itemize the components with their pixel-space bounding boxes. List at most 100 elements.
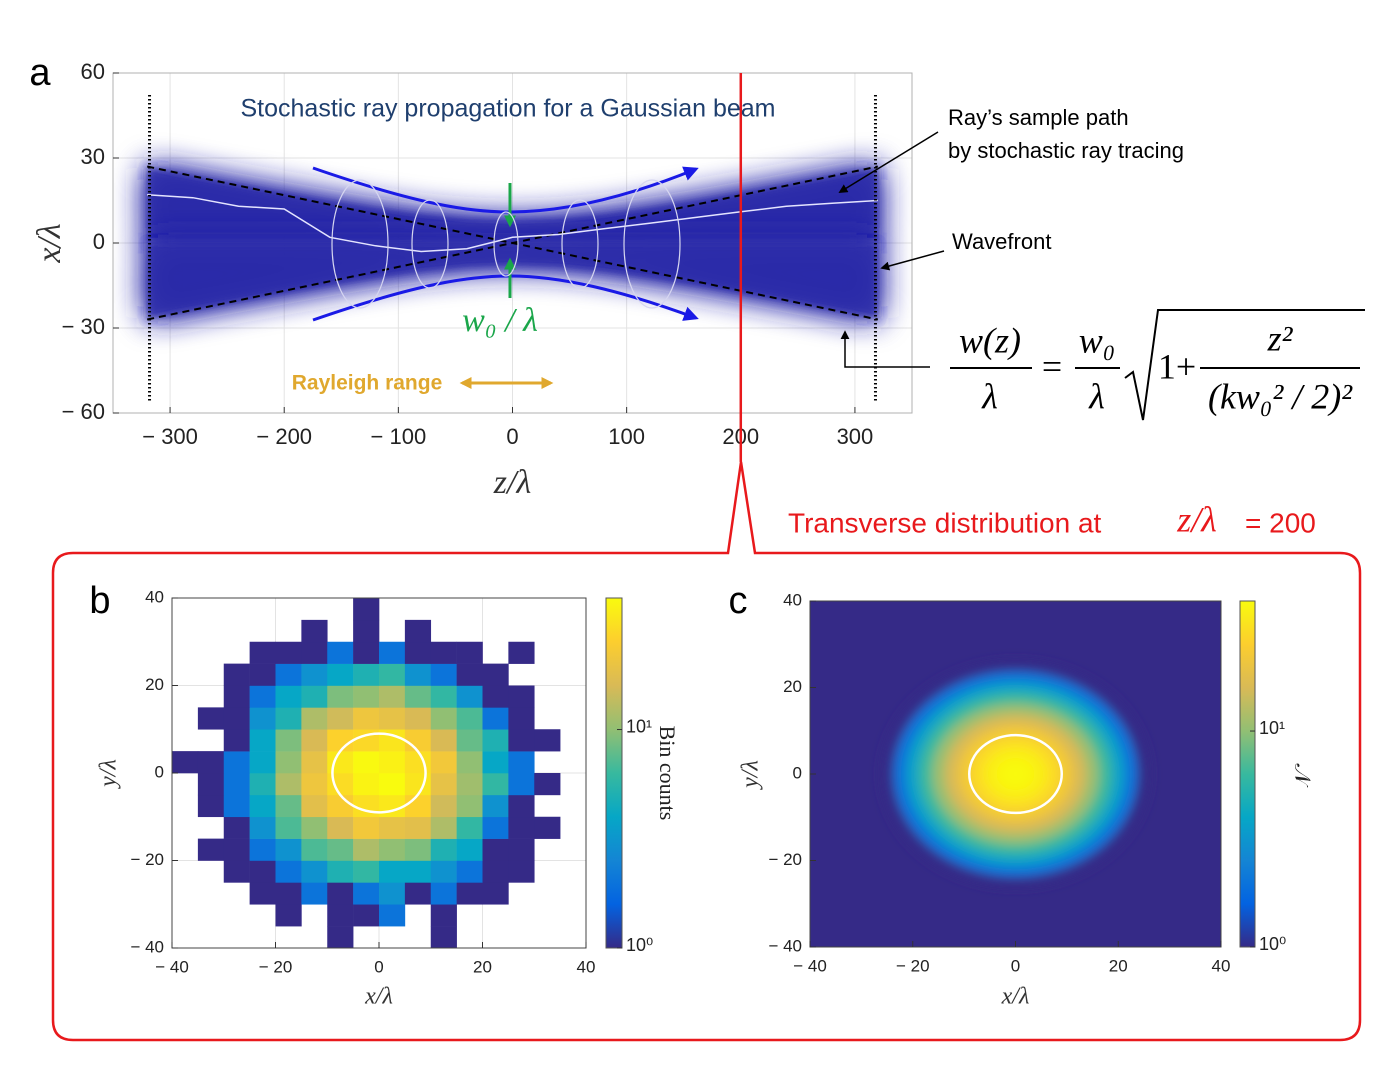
- x-tick-label: 0: [506, 424, 518, 449]
- x-axis-label: x/λ: [364, 984, 393, 1010]
- heatmap-cell: [482, 794, 509, 818]
- heatmap-cell: [508, 751, 535, 774]
- heatmap-cell: [456, 663, 483, 686]
- y-tick-label: 40: [783, 590, 802, 609]
- contour: [331, 732, 427, 814]
- heatmap-cell: [275, 685, 302, 708]
- x-axis-label: x/λ: [1001, 984, 1030, 1010]
- heatmap-cell: [327, 860, 354, 883]
- heatmap-cell: [430, 773, 457, 796]
- heatmap-cell: [275, 773, 302, 796]
- equation-term: (kw₀² / 2)²: [1208, 376, 1353, 416]
- colorbar-tick-label: 10¹: [1259, 718, 1285, 738]
- caption: Transverse distribution at: [788, 507, 1102, 538]
- heatmap-cell: [301, 838, 328, 861]
- heatmap-cell: [379, 751, 406, 774]
- y-tick-label: 30: [81, 144, 105, 169]
- equation-term: z²: [1267, 318, 1294, 358]
- heatmap-cell: [327, 663, 354, 686]
- heatmap-cell: [353, 794, 380, 818]
- heatmap-cell: [404, 619, 432, 643]
- heatmap-cell: [223, 816, 250, 839]
- heatmap-cell: [327, 926, 354, 949]
- wavefront-ellipse: [561, 199, 599, 289]
- heatmap-cell: [379, 794, 406, 818]
- x-tick-label: 0: [1011, 956, 1020, 975]
- heatmap-cell: [301, 707, 328, 730]
- heatmap-cell: [275, 641, 302, 664]
- heatmap-cell: [456, 860, 483, 883]
- equation-term: λ: [981, 376, 998, 416]
- heatmap-cell: [379, 904, 406, 927]
- heatmap-cell: [482, 838, 509, 861]
- heatmap-cell: [534, 773, 561, 796]
- heatmap-cell: [508, 860, 535, 883]
- x-tick-label: 20: [473, 957, 492, 976]
- x-tick-label: 0: [374, 957, 383, 976]
- heatmap-cell: [353, 773, 380, 796]
- chart-title: Stochastic ray propagation for a Gaussia…: [240, 95, 775, 123]
- x-tick-label: 300: [837, 424, 874, 449]
- heatmap-cell: [482, 685, 509, 708]
- heatmap-cell: [249, 641, 276, 664]
- colorbar: [605, 597, 623, 949]
- heatmap-cell: [301, 663, 328, 686]
- heatmap-cell: [456, 685, 483, 708]
- heatmap-cell: [275, 751, 302, 774]
- heatmap-cell: [353, 641, 380, 664]
- heatmap-cell: [301, 751, 328, 774]
- intensity-map: [880, 660, 1151, 888]
- heatmap-cell: [249, 707, 276, 730]
- heatmap-cell: [327, 729, 354, 752]
- caption-value: = 200: [1245, 507, 1316, 538]
- heatmap-cell: [327, 838, 354, 861]
- heatmap-cell: [430, 685, 457, 708]
- heatmap-cell: [379, 773, 406, 796]
- heatmap-cell: [197, 707, 225, 730]
- heatmap-cell: [249, 729, 276, 752]
- panel-a: − 300− 200− 100 0 100 200 300− 60− 3003060z/…: [31, 59, 913, 501]
- heatmap-cell: [430, 641, 457, 664]
- heatmap-cell: [275, 729, 302, 752]
- panel-label: b: [89, 580, 110, 622]
- heatmap-cell: [404, 838, 432, 861]
- heatmap-cell: [327, 904, 354, 927]
- x-tick-label: − 40: [155, 957, 189, 976]
- heatmap-cell: [249, 882, 276, 905]
- heatmap-cell: [353, 619, 380, 643]
- heatmap-cell: [456, 773, 483, 796]
- colorbar-tick-label: 10⁰: [626, 935, 653, 955]
- y-tick-label: 20: [145, 675, 164, 694]
- equation-term: w₀: [1079, 320, 1116, 360]
- heatmap-cell: [482, 707, 509, 730]
- x-tick-label: − 20: [259, 957, 293, 976]
- y-tick-label: 0: [155, 762, 164, 781]
- heatmap-cell: [456, 882, 483, 905]
- x-tick-label: 20: [1109, 956, 1128, 975]
- heatmap-cell: [327, 641, 354, 664]
- plot-content: [146, 95, 879, 401]
- heatmap-cell: [197, 794, 225, 818]
- heatmap-cell: [430, 663, 457, 686]
- asymptote-line: [146, 165, 879, 321]
- heatmap-cell: [404, 751, 432, 774]
- heatmap-cell: [327, 707, 354, 730]
- contour: [968, 733, 1063, 815]
- heatmap-cell: [482, 751, 509, 774]
- heatmap-cell: [249, 860, 276, 883]
- heatmap-cell: [482, 773, 509, 796]
- heatmap-cell: [379, 685, 406, 708]
- heatmap-cell: [249, 773, 276, 796]
- heatmap-cell: [430, 816, 457, 839]
- heatmap-cell: [482, 816, 509, 839]
- colorbar: [1239, 600, 1256, 948]
- x-tick-label: − 300: [142, 424, 198, 449]
- sqrt-sign: [1124, 309, 1365, 421]
- heatmap-cell: [430, 926, 457, 949]
- annotation: Ray’s sample path: [948, 105, 1129, 130]
- waist-label: w₀ / λ: [462, 302, 538, 339]
- annotation-arrow: [880, 250, 945, 271]
- y-tick-label: 40: [145, 587, 164, 606]
- heatmap-cell: [275, 816, 302, 839]
- heatmap-cell: [223, 773, 250, 796]
